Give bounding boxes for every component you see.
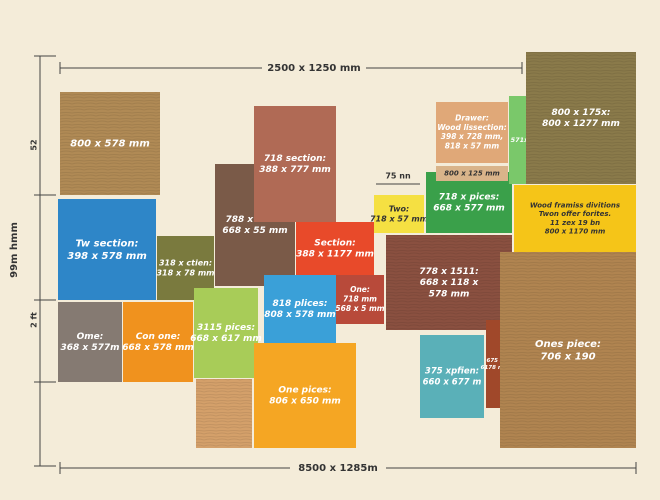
panel-label: 818 x 57 mm [445, 142, 500, 151]
dimension-label: 2 ft [30, 312, 39, 328]
panel-label: 800 x 175x: [551, 108, 610, 118]
panel-label: 808 x 578 mm [264, 310, 336, 320]
panel-label: 398 x 728 mm, [441, 132, 503, 141]
dimension-label: 8500 x 1285m [298, 463, 378, 474]
panel-label: 800 x 125 mm [444, 170, 500, 178]
dimension-label: 99m hmm [9, 222, 20, 278]
panel-label: 375 xpfien: [425, 367, 479, 377]
panel-label: Con one: [136, 332, 181, 342]
panel-label: Two: [389, 205, 409, 214]
dimension-label: 75 nn [385, 172, 411, 181]
panel-label: 668 x 55 mm [222, 226, 287, 236]
panel [58, 302, 122, 382]
panel-label: 571x [511, 136, 530, 144]
panel-label: Section: [314, 238, 356, 248]
dimension-label: 52 [30, 139, 39, 150]
panel-label: Ones piece: [535, 339, 601, 350]
panel [426, 172, 512, 233]
panel-label: Wood framiss divitions [530, 201, 620, 209]
panel-label: 3115 pices: [197, 323, 255, 333]
panel [514, 185, 636, 252]
panel-label: 568 x 5 mm [335, 304, 384, 313]
panel-label: 11 zex 19 bn [550, 219, 600, 227]
panel-label: 6178 mm [481, 365, 510, 371]
panel [58, 199, 156, 300]
panel-label: 778 x 1511: [419, 267, 479, 277]
panel-label: 368 x 577m [60, 343, 119, 353]
panel-label: 668 x 577 mm [433, 204, 505, 214]
panel-label: 318 x 78 mm [156, 269, 214, 278]
panel-label: 800 x 1170 mm [545, 228, 606, 236]
panel-label: 718 mm [343, 295, 377, 304]
panels: 800 x 578 mm Tw section: 398 x 578 mm 318 x… [58, 52, 636, 448]
panel-label: Ome: [77, 332, 104, 342]
panel [486, 320, 504, 408]
panel [509, 96, 530, 184]
label-bg [290, 460, 386, 476]
panel-label: Twon offer forites. [539, 210, 611, 218]
panel-label: One pices: [278, 385, 331, 395]
panel-label: 668 x 617 mm [190, 334, 262, 344]
wood-grain [526, 52, 636, 184]
panel-label: Drawer: [455, 113, 489, 122]
panel [296, 222, 374, 275]
panel [336, 275, 384, 324]
panel [254, 106, 336, 222]
panel [436, 166, 508, 181]
panel-label: 675 x [487, 358, 504, 364]
panel-label: 800 x 578 mm [70, 139, 149, 150]
panel [194, 288, 258, 378]
panel-label: 718 section: [264, 154, 326, 164]
panel-label: 660 x 677 m [423, 377, 482, 387]
panel-label: 718 x pices: [439, 192, 500, 202]
panel-label: 388 x 777 mm [259, 165, 331, 175]
panel [254, 343, 356, 448]
dimension-label: 2500 x 1250 mm [267, 63, 360, 74]
panel [374, 195, 424, 233]
panel-label: 718 x 57 mm [370, 215, 428, 224]
panel-label: 818 plices: [273, 299, 328, 309]
panel-label: 706 x 190 [540, 351, 595, 362]
panel-label: 398 x 578 mm [67, 251, 146, 262]
panel-label: 388 x 1177 mm [296, 250, 374, 260]
panel [123, 302, 193, 382]
panel [420, 335, 484, 418]
panel-label: 668 x 118 x [420, 278, 480, 288]
panel-label: 806 x 650 mm [269, 397, 341, 407]
panel-label: Wood lissection: [437, 123, 506, 132]
wood-grain [500, 252, 636, 448]
wood-grain [60, 92, 160, 195]
label-bg [262, 60, 366, 76]
wood-grain [386, 235, 512, 330]
panel [264, 275, 336, 343]
panel-label: 800 x 1277 mm [542, 119, 620, 129]
panel-label: One: [350, 285, 370, 294]
panel-label: 578 mm [429, 289, 470, 299]
panel-label: Tw section: [75, 238, 138, 249]
panel-label: 318 x ctien: [159, 259, 212, 268]
panel-label: 668 x 578 mm [122, 343, 194, 353]
panel [436, 102, 508, 163]
wood-grain [196, 379, 252, 448]
